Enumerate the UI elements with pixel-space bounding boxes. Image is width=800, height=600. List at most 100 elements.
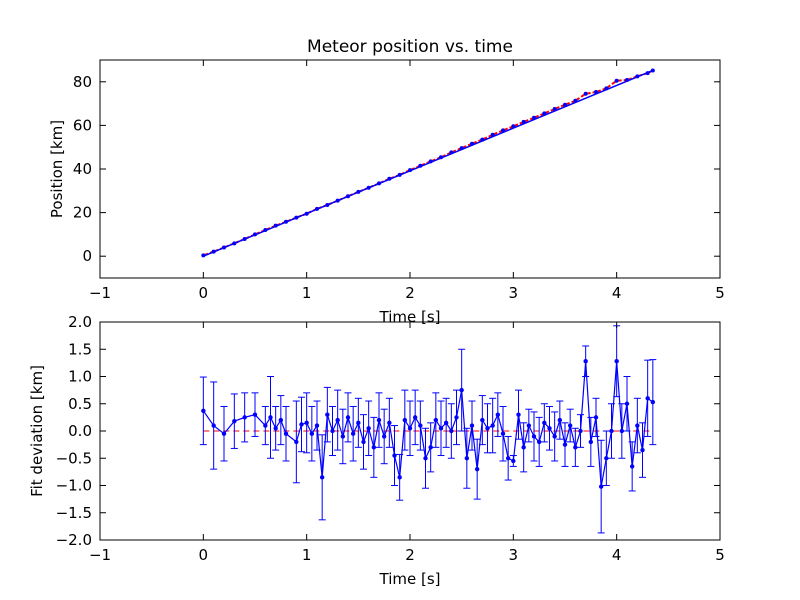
data-point [222, 245, 226, 250]
x-tick-label: 2 [405, 284, 415, 302]
deviation-point [356, 420, 361, 426]
deviation-point [459, 387, 464, 393]
data-point [614, 78, 619, 83]
deviation-point [547, 426, 552, 431]
deviation-point [402, 417, 408, 423]
data-point [428, 159, 433, 164]
data-point [377, 181, 381, 186]
position-ticks: −1 0 1 2 3 4 5 0 20 40 60 80 [73, 60, 725, 302]
deviation-point [278, 417, 284, 423]
y-tick-label: −0.5 [56, 449, 92, 467]
deviation-point [325, 412, 330, 417]
data-point [563, 102, 567, 107]
deviation-point [283, 431, 289, 436]
deviation-point [268, 415, 273, 420]
deviation-point [381, 434, 387, 439]
data-point [263, 228, 268, 233]
x-tick-label: −1 [89, 546, 111, 564]
x-tick-label: 0 [199, 284, 209, 302]
deviation-point [583, 359, 588, 364]
data-point [284, 219, 288, 224]
y-tick-label: 2.0 [68, 313, 92, 331]
data-point [408, 168, 412, 173]
deviation-point [614, 359, 619, 364]
deviation-point [562, 442, 568, 447]
deviation-point [443, 420, 449, 426]
data-point [490, 132, 495, 137]
data-point [232, 241, 237, 246]
deviation-point [598, 484, 604, 489]
deviation-point [474, 466, 480, 472]
measured-segment [605, 79, 618, 90]
deviation-point [418, 423, 423, 428]
deviation-point [505, 456, 511, 461]
data-point [594, 90, 598, 95]
data-point [418, 163, 423, 168]
x-tick-label: 5 [715, 546, 725, 564]
data-point [645, 71, 650, 76]
deviation-point [304, 420, 309, 426]
y-tick-label: −1.0 [56, 477, 92, 495]
deviation-point [619, 428, 625, 434]
deviation-point [412, 415, 418, 420]
x-tick-label: 3 [509, 284, 519, 302]
data-point [635, 74, 640, 79]
x-tick-label: 4 [612, 284, 622, 302]
deviation-point [273, 426, 278, 431]
y-tick-label: 0.5 [68, 395, 92, 413]
deviation-point [438, 426, 444, 431]
deviation-point [650, 399, 656, 405]
x-tick-label: 1 [302, 546, 312, 564]
deviation-panel: −1 0 1 2 3 4 5−2.0−1.5−1.0−0.50.00.51.01.52.0 … [28, 313, 725, 588]
data-point [439, 155, 443, 160]
deviation-point [516, 412, 521, 417]
deviation-point [536, 439, 542, 445]
deviation-point [423, 456, 428, 461]
x-tick-label: 2 [405, 546, 415, 564]
data-point [201, 253, 206, 258]
y-tick-label: 40 [73, 160, 92, 178]
deviation-point [449, 428, 454, 434]
x-tick-label: 4 [612, 546, 622, 564]
deviation-point [500, 431, 506, 436]
deviation-point [552, 434, 557, 439]
deviation-point [211, 423, 216, 428]
deviation-point [345, 415, 351, 420]
deviation-point [635, 423, 640, 428]
x-tick-label: 1 [302, 284, 312, 302]
data-point [501, 128, 505, 133]
y-tick-label: 0.0 [68, 422, 92, 440]
deviation-point [397, 475, 402, 480]
deviation-point [495, 412, 501, 417]
deviation-point [221, 431, 227, 436]
data-point [304, 211, 309, 216]
position-panel: Meteor position vs. time −1 0 1 2 3 4 5 0 20 40 60… [48, 37, 725, 326]
data-point [211, 249, 216, 254]
x-tick-label: −1 [89, 284, 111, 302]
deviation-point [567, 423, 573, 428]
deviation-point [521, 445, 526, 450]
deviation-point [433, 417, 439, 423]
deviation-point [387, 420, 392, 426]
data-point [449, 150, 454, 155]
deviation-point [526, 423, 532, 428]
deviation-point [640, 447, 645, 453]
position-y-axis-label: Position [km] [48, 120, 66, 218]
data-point [397, 172, 402, 177]
deviation-point [604, 456, 609, 461]
y-tick-label: −2.0 [56, 531, 92, 549]
data-point [511, 124, 516, 129]
y-tick-label: −1.5 [56, 504, 92, 522]
deviation-point [350, 431, 356, 436]
data-point [650, 68, 655, 73]
deviation-point [629, 464, 635, 469]
deviation-point [330, 428, 335, 434]
deviation-point [232, 418, 237, 424]
deviation-point [299, 422, 304, 427]
y-tick-label: 0 [82, 247, 92, 265]
data-point [253, 232, 257, 237]
deviation-point [201, 408, 206, 414]
y-tick-label: 80 [73, 73, 92, 91]
data-point [346, 194, 350, 199]
